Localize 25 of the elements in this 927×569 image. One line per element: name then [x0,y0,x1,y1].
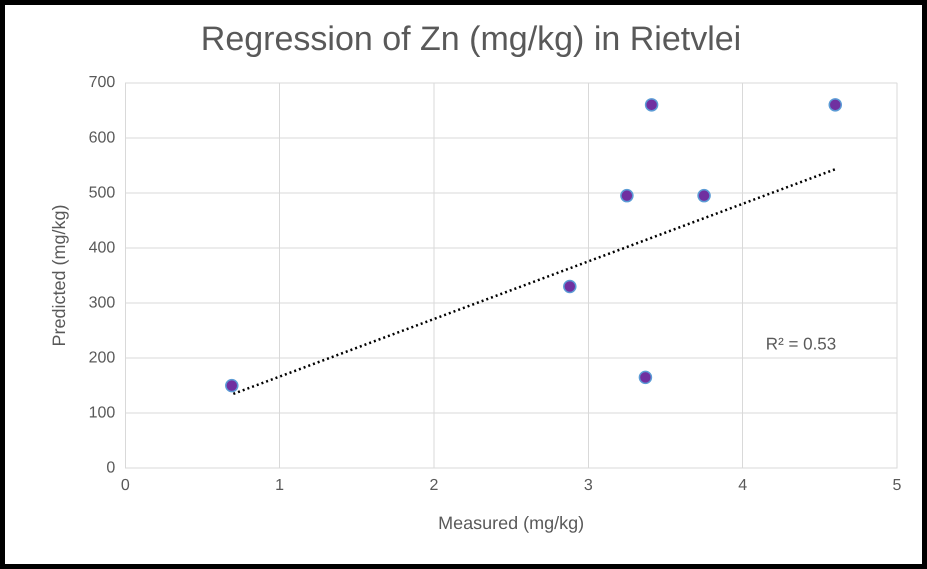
y-tick-label: 300 [88,294,116,312]
y-tick-label: 0 [106,460,116,477]
y-axis-title: Predicted (mg/kg) [48,204,69,347]
y-tick-label: 400 [88,239,116,256]
y-tick-label: 200 [88,349,116,366]
y-tick-label: 500 [88,184,116,202]
y-tick-label: 600 [88,129,116,146]
point [644,98,658,112]
x-tick-label: 5 [892,477,902,494]
x-axis-title: Measured (mg/kg) [438,513,584,534]
x-tick-label: 0 [120,477,130,494]
point [225,378,239,392]
point [828,98,842,112]
point [638,370,652,384]
y-tick-label: 100 [88,404,116,422]
point [563,280,577,294]
x-tick-label: 1 [275,477,284,494]
x-tick-label: 4 [738,477,748,494]
annotation: R² = 0.53 [766,334,836,354]
point [697,188,711,202]
y-tick-label: 700 [88,74,116,92]
x-tick-label: 2 [430,477,439,494]
x-tick-label: 3 [584,477,593,494]
chart-title: Regression of Zn (mg/kg) in Rietvlei [200,20,742,58]
point [620,188,634,202]
